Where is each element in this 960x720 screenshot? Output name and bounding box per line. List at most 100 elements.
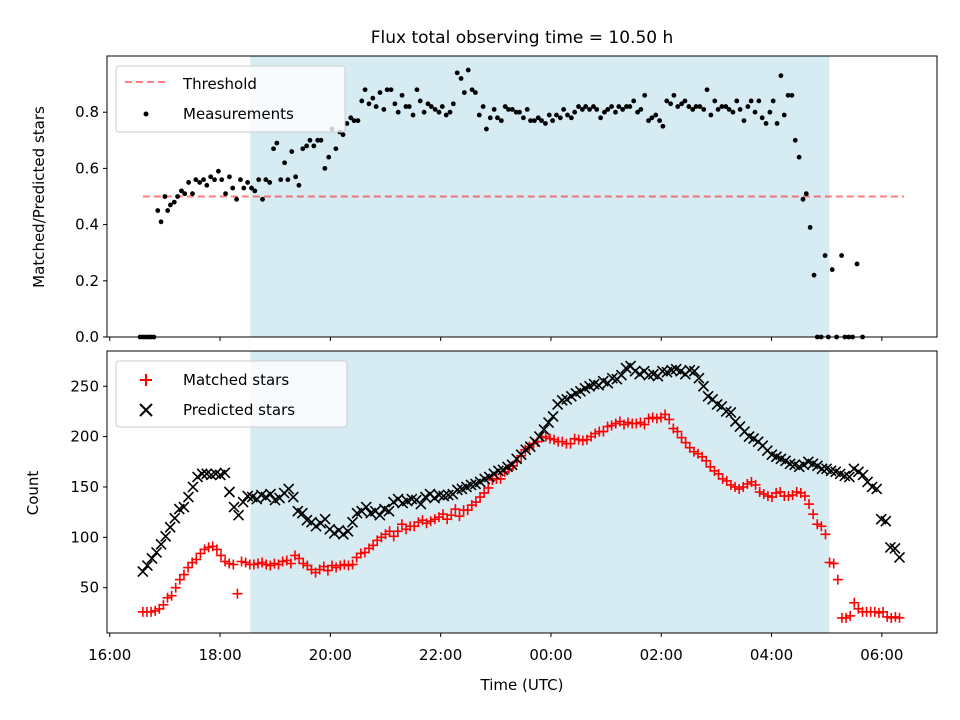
measurement-point <box>403 104 409 109</box>
figure-title: Flux total observing time = 10.50 h <box>371 28 674 48</box>
measurement-point <box>635 109 640 115</box>
predicted-star-point-b <box>155 538 167 550</box>
matched-star-point <box>672 426 683 437</box>
measurement-point <box>509 106 515 112</box>
predicted-star-point-b <box>884 541 896 553</box>
measurement-point <box>774 121 780 126</box>
measurement-point <box>256 177 262 183</box>
measurement-point <box>263 177 269 183</box>
measurement-point <box>561 106 567 112</box>
measurement-point <box>487 115 493 121</box>
measurement-point <box>576 104 581 109</box>
predicted-star-point <box>187 481 199 493</box>
predicted-star-point-b <box>237 496 249 508</box>
matched-star-point <box>211 544 222 555</box>
predicted-star-point-b <box>629 365 641 377</box>
measurement-point <box>406 104 412 109</box>
measurement-point <box>384 87 390 93</box>
predicted-star-point-b <box>210 468 222 480</box>
measurement-point <box>197 180 203 185</box>
measurement-point <box>241 185 247 191</box>
measurement-point <box>447 109 453 115</box>
predicted-star-point-b <box>816 463 828 475</box>
legend-threshold-label: Threshold <box>182 75 257 93</box>
predicted-star-point <box>360 501 372 513</box>
matched-star-point <box>828 558 839 569</box>
measurement-point <box>770 98 776 104</box>
measurement-point <box>425 101 431 107</box>
predicted-star-point <box>506 459 518 471</box>
predicted-star-point-b <box>688 365 700 377</box>
predicted-star-point-b <box>146 552 158 565</box>
bottom-ytick-label: 200 <box>70 428 99 446</box>
matched-star-point <box>808 509 819 520</box>
predicted-star-point-b <box>684 364 696 376</box>
matched-star-point <box>322 565 333 576</box>
measurement-point <box>653 112 659 118</box>
predicted-star-point-b <box>292 505 304 517</box>
measurement-point <box>278 177 284 183</box>
matched-star-point <box>799 491 810 502</box>
predicted-star-point-b <box>219 467 231 479</box>
matched-star-point <box>396 519 407 530</box>
legend-matched-label: Matched stars <box>183 371 289 389</box>
measurement-point <box>165 208 171 213</box>
bottom-legend: Matched stars Predicted stars <box>115 360 348 428</box>
matched-star-point <box>392 526 403 537</box>
measurement-point <box>366 101 372 107</box>
matched-star-point <box>849 597 860 608</box>
bottom-xtick-label: 04:00 <box>750 646 793 664</box>
predicted-star-point <box>196 468 208 480</box>
measurement-point <box>778 73 784 79</box>
bottom-legend-box <box>115 360 348 428</box>
predicted-star-point-b <box>725 406 737 419</box>
predicted-star-point <box>816 463 828 475</box>
predicted-star-point-b <box>597 375 609 387</box>
predicted-stars-series <box>137 360 906 578</box>
measurement-point <box>690 106 696 112</box>
matched-star-point <box>750 479 761 490</box>
predicted-star-point-b <box>766 449 778 461</box>
predicted-star-point-b <box>843 471 855 483</box>
measurement-point <box>839 253 844 258</box>
predicted-star-point <box>228 501 240 513</box>
matched-star-point <box>183 562 194 573</box>
measurement-point <box>572 109 578 115</box>
measurement-point <box>315 137 321 143</box>
predicted-star-point <box>160 530 172 542</box>
top-ytick-label: 0.2 <box>75 272 99 290</box>
predicted-star-point-b <box>893 551 906 564</box>
measurement-point <box>293 174 299 180</box>
measurement-point <box>461 90 467 95</box>
predicted-star-point-b <box>201 468 213 480</box>
measurement-point <box>594 106 600 112</box>
measurement-point <box>829 267 835 272</box>
measurement-point <box>388 87 394 93</box>
bottom-ytick-label: 100 <box>70 528 99 546</box>
measurement-point <box>520 115 526 121</box>
measurement-point <box>792 137 798 143</box>
predicted-star-point <box>615 369 628 381</box>
measurement-point <box>568 115 574 121</box>
bottom-xtick-label: 20:00 <box>309 646 352 664</box>
legend-measurements-swatch <box>143 111 149 117</box>
bottom-y-ticks: 50 100 150 200 250 <box>70 377 107 597</box>
predicted-star-point-b <box>137 565 149 578</box>
bottom-ytick-label: 150 <box>70 478 99 496</box>
measurement-point <box>271 146 276 152</box>
predicted-star-point <box>538 423 550 436</box>
matched-star-point <box>878 606 889 617</box>
predicted-star-point-b <box>433 489 445 501</box>
predicted-star-point <box>219 467 231 479</box>
matched-star-point <box>680 437 691 448</box>
bottom-ytick-label: 250 <box>70 377 99 395</box>
predicted-star-point-b <box>150 546 163 558</box>
measurement-point <box>182 191 188 197</box>
measurement-point <box>436 109 442 115</box>
measurement-point <box>807 225 813 230</box>
measurement-point <box>506 106 511 112</box>
measurement-point <box>432 106 438 112</box>
predicted-star-point <box>287 491 299 503</box>
predicted-star-point <box>223 486 236 498</box>
top-panel: 0.00.20.40.60.8 Matched/Predicted stars … <box>30 55 938 346</box>
